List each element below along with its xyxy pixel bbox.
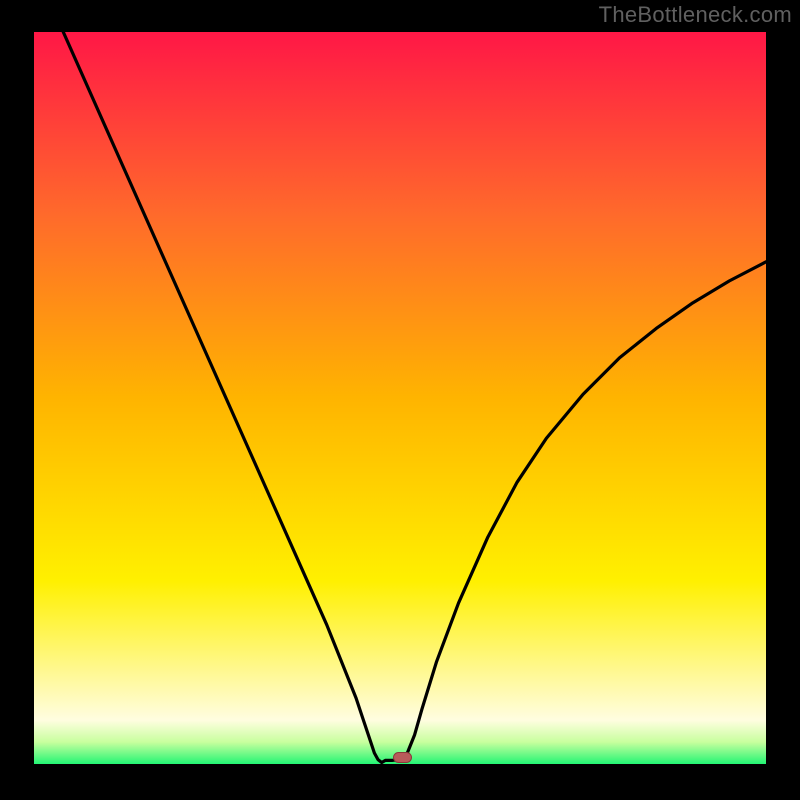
optimal-point-marker [393,752,412,763]
watermark-text: TheBottleneck.com [599,2,792,28]
bottleneck-curve [34,32,766,764]
plot-area [34,32,766,764]
chart-container: TheBottleneck.com [0,0,800,800]
